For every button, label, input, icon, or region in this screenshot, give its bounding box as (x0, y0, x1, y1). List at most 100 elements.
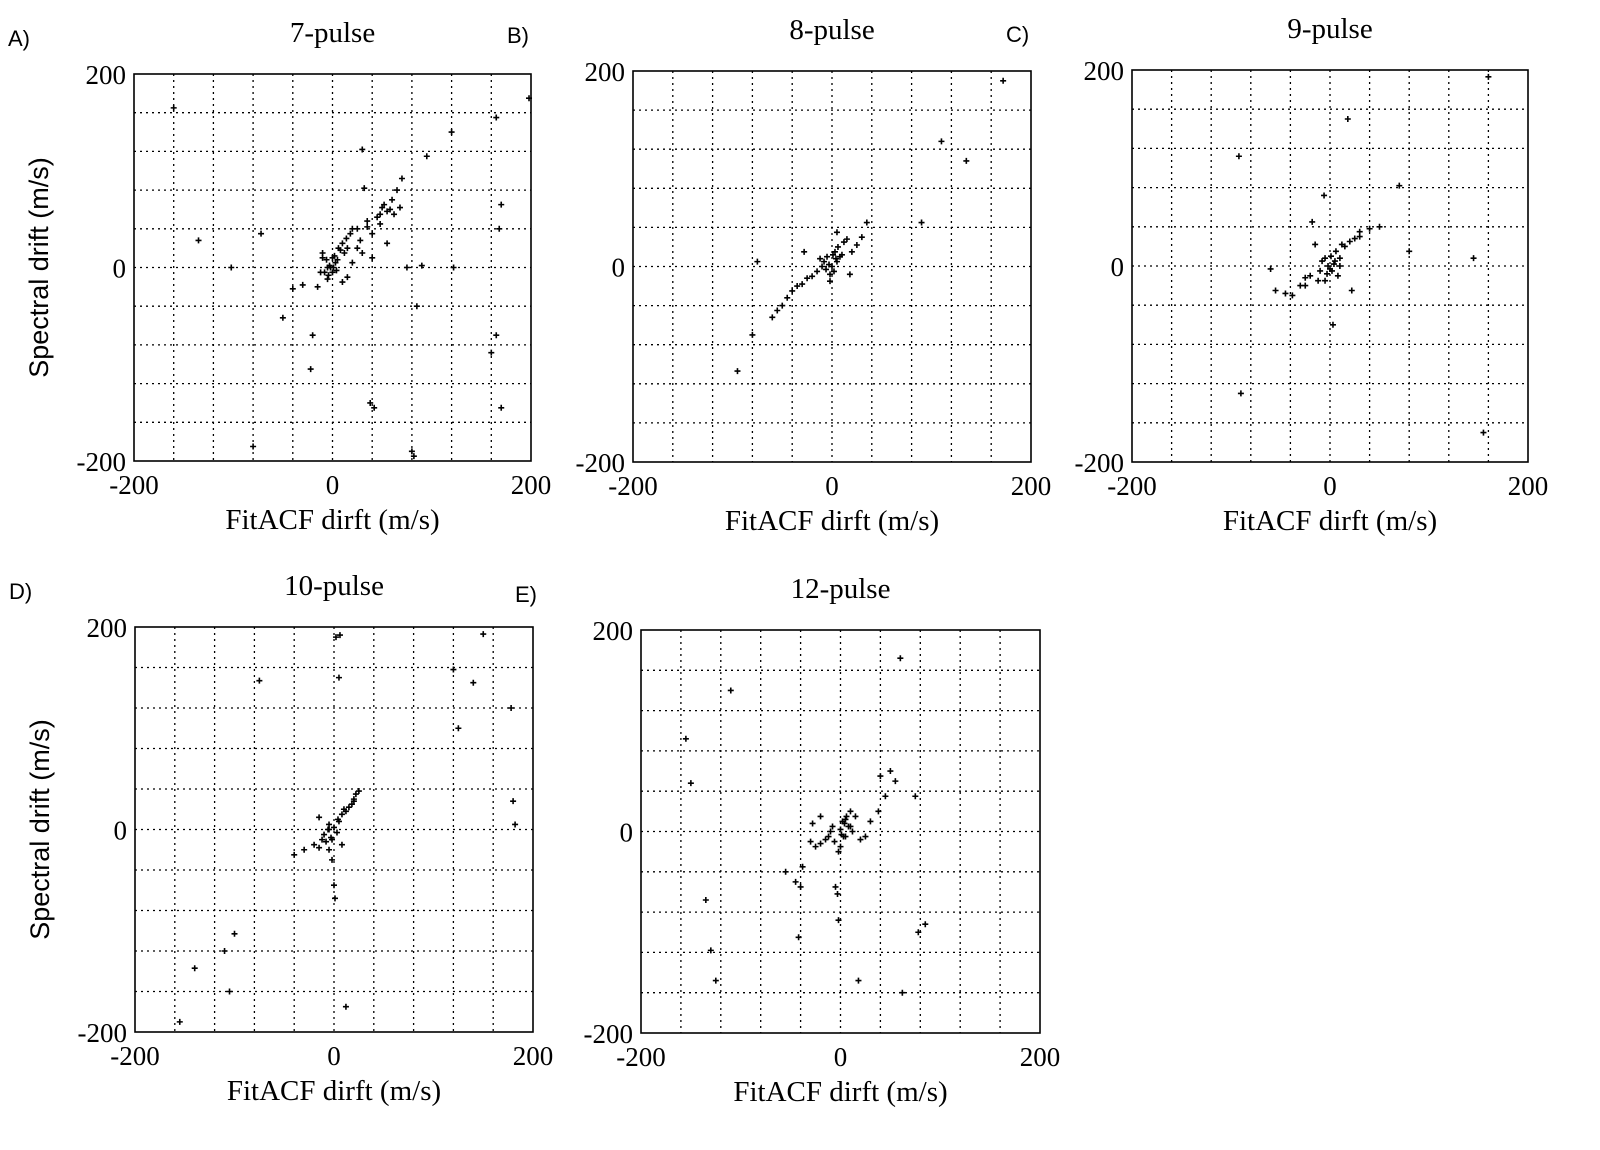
data-point (1334, 272, 1341, 279)
x-tick-label: -200 (1107, 471, 1157, 501)
data-point (801, 248, 808, 255)
data-point (369, 254, 376, 261)
data-point (829, 823, 836, 830)
data-point (381, 201, 388, 208)
data-point (354, 245, 361, 252)
data-point (963, 157, 970, 164)
data-point (226, 988, 233, 995)
y-tick-label: -200 (77, 447, 127, 477)
data-point (1406, 248, 1413, 255)
data-point (299, 281, 306, 288)
data-point (508, 705, 515, 711)
data-point (817, 840, 824, 847)
data-point (349, 259, 356, 266)
data-point (321, 831, 328, 838)
data-point (858, 234, 865, 241)
data-point (1000, 77, 1007, 84)
data-point (326, 826, 333, 833)
data-point (822, 836, 829, 843)
data-point (337, 247, 344, 254)
data-point (702, 897, 709, 904)
data-point (687, 780, 694, 787)
data-point (832, 883, 839, 890)
chart-title: 7-pulse (290, 17, 375, 49)
data-point (344, 274, 351, 281)
data-point (843, 236, 850, 243)
data-point (329, 269, 336, 276)
data-point (863, 219, 870, 226)
data-point (833, 258, 840, 265)
panel-2: B) 8-pulse -200 0 200 -200 0 200 FitACF dirft (m… (507, 14, 1051, 537)
data-point (170, 104, 177, 111)
data-point (842, 816, 849, 823)
chart-title: 12-pulse (791, 573, 891, 605)
data-point (493, 332, 500, 339)
x-axis-label: FitACF dirft (m/s) (225, 504, 439, 536)
y-tick-label: 200 (585, 57, 626, 87)
panel-letter: B) (507, 23, 529, 48)
data-point (448, 129, 455, 136)
data-point (829, 263, 835, 270)
data-point (830, 268, 837, 275)
data-point (922, 921, 929, 928)
y-tick-label: 0 (612, 253, 626, 283)
data-point (195, 237, 202, 244)
data-point (835, 848, 842, 855)
data-point (779, 302, 786, 309)
data-point (330, 264, 337, 271)
data-point (1322, 255, 1329, 262)
data-point (840, 239, 847, 246)
y-tick-label: 0 (620, 818, 634, 848)
x-tick-label: 200 (513, 1041, 554, 1071)
data-point (331, 895, 338, 902)
data-point (342, 1003, 349, 1010)
plot-frame (133, 73, 532, 462)
data-point (1348, 287, 1355, 294)
data-point (1336, 255, 1343, 262)
x-tick-label: 0 (1323, 471, 1337, 501)
data-point (352, 791, 359, 798)
data-point (291, 851, 298, 858)
x-tick-label: 0 (825, 471, 839, 501)
x-tick-label: 0 (326, 470, 340, 500)
data-point (867, 818, 874, 825)
data-point (707, 947, 714, 954)
x-tick-label: -200 (109, 470, 159, 500)
data-point (325, 272, 332, 279)
data-point (1356, 233, 1363, 240)
data-point (1332, 248, 1339, 255)
data-point (821, 258, 828, 265)
data-point (488, 349, 495, 356)
data-point (1327, 253, 1334, 260)
data-point (789, 287, 796, 294)
data-point (1282, 290, 1289, 297)
data-point (1312, 241, 1319, 248)
data-point (1341, 243, 1348, 250)
data-point (843, 813, 850, 820)
data-point (807, 838, 814, 845)
data-point (831, 838, 838, 845)
data-point (369, 230, 376, 237)
data-point (350, 798, 357, 805)
data-point (827, 271, 834, 278)
data-point (804, 275, 811, 282)
data-point (335, 818, 342, 825)
data-point (301, 846, 308, 853)
data-point (912, 793, 919, 800)
data-point (882, 793, 889, 800)
data-point (827, 828, 834, 835)
data-point (837, 826, 844, 833)
data-point (347, 230, 354, 237)
data-point (307, 366, 314, 373)
y-axis-label: Spectral drift (m/s) (25, 719, 55, 940)
plot-frame (134, 626, 534, 1033)
x-axis-label: FitACF dirft (m/s) (227, 1075, 441, 1107)
data-point (1237, 390, 1244, 397)
data-point (418, 262, 425, 269)
data-point (176, 1018, 183, 1025)
data-point (329, 856, 336, 863)
data-point (852, 813, 859, 820)
data-point (408, 448, 415, 455)
data-point (769, 314, 776, 321)
data-point (221, 948, 228, 954)
